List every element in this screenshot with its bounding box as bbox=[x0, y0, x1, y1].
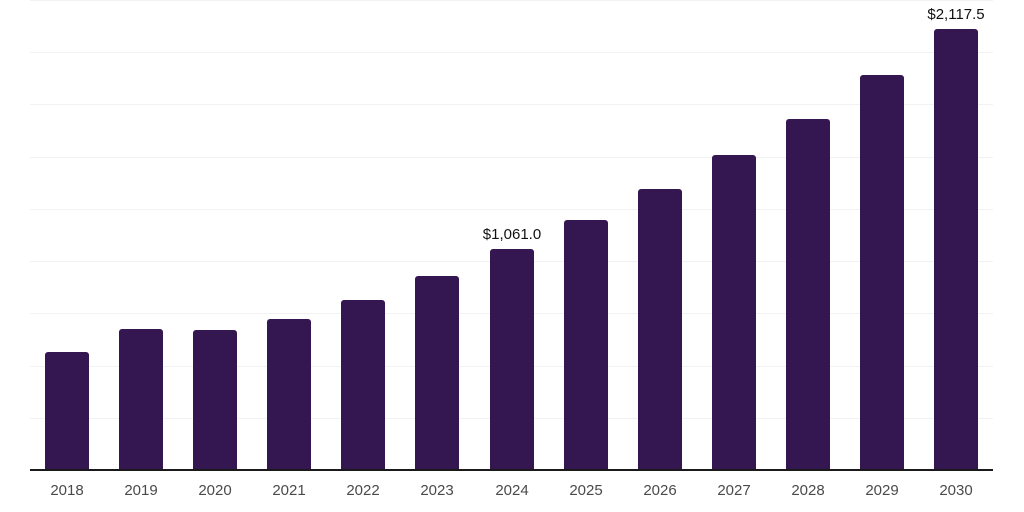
gridline bbox=[30, 52, 993, 53]
x-tick-2026: 2026 bbox=[643, 482, 677, 499]
data-label-2024: $1,061.0 bbox=[482, 226, 542, 243]
x-tick-2022: 2022 bbox=[346, 482, 380, 499]
data-label-2030: $2,117.5 bbox=[927, 6, 985, 23]
x-tick-2025: 2025 bbox=[569, 482, 603, 499]
x-tick-2021: 2021 bbox=[272, 482, 306, 499]
x-tick-2018: 2018 bbox=[50, 482, 84, 499]
x-tick-2030: 2030 bbox=[939, 482, 973, 499]
bar-2024 bbox=[490, 249, 534, 471]
x-tick-2019: 2019 bbox=[124, 482, 158, 499]
x-tick-2029: 2029 bbox=[865, 482, 899, 499]
bar-2020 bbox=[193, 330, 237, 471]
gridline bbox=[30, 104, 993, 105]
x-tick-2020: 2020 bbox=[198, 482, 232, 499]
bar-2023 bbox=[415, 276, 459, 471]
gridline bbox=[30, 209, 993, 210]
x-tick-2023: 2023 bbox=[420, 482, 454, 499]
bar-2025 bbox=[564, 220, 608, 471]
gridline bbox=[30, 157, 993, 158]
bar-2028 bbox=[786, 119, 830, 471]
x-tick-2027: 2027 bbox=[717, 482, 751, 499]
x-axis-line bbox=[30, 469, 993, 471]
bar-2019 bbox=[119, 329, 163, 471]
bar-2018 bbox=[45, 352, 89, 471]
x-tick-2028: 2028 bbox=[791, 482, 825, 499]
bar-2021 bbox=[267, 319, 311, 471]
bar-2027 bbox=[712, 155, 756, 471]
plot-area: $1,061.0 $2,117.5 bbox=[30, 0, 993, 471]
bar-2029 bbox=[860, 75, 904, 471]
bar-2026 bbox=[638, 189, 682, 471]
bar-2030 bbox=[934, 29, 978, 471]
x-tick-2024: 2024 bbox=[495, 482, 529, 499]
gridline bbox=[30, 0, 993, 1]
bar-2022 bbox=[341, 300, 385, 471]
